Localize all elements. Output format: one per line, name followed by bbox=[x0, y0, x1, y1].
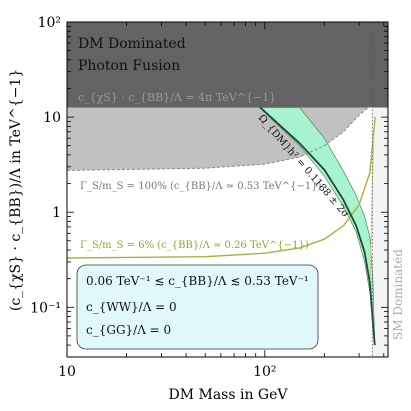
axis-ticks bbox=[66, 21, 388, 358]
y-tick-label: 10 bbox=[43, 110, 61, 126]
plot-frame bbox=[66, 21, 389, 358]
y-axis-label: (c_{χS} · c_{BB})/Λ in TeV^{−1} bbox=[8, 69, 24, 311]
x-tick-label: 10² bbox=[253, 364, 276, 380]
width-100-curve bbox=[67, 105, 371, 171]
dm-dominated-region bbox=[67, 22, 388, 108]
legend-line-3: c_{GG}/Λ = 0 bbox=[86, 323, 171, 337]
width-6-curve bbox=[67, 117, 376, 259]
y-tick-label: 10⁻¹ bbox=[30, 300, 61, 316]
relic-band bbox=[258, 107, 376, 346]
x-tick-label: 10 bbox=[58, 364, 76, 380]
dm-region-label-line2: Photon Fusion bbox=[78, 58, 180, 74]
legend-line-2: c_{WW}/Λ = 0 bbox=[86, 300, 177, 314]
x-axis-label: DM Mass in GeV bbox=[168, 387, 288, 403]
width-faint-curve bbox=[369, 138, 375, 291]
width-100-label: Γ_S/m_S = 100% (c_{BB}/Λ ≃ 0.53 TeV^{−1}… bbox=[80, 181, 322, 192]
y-tick-label: 1 bbox=[52, 205, 61, 221]
dm-region-label-line1: DM Dominated bbox=[78, 36, 186, 52]
sm-dominated-label: SM Dominated bbox=[391, 249, 405, 340]
width-6-label: Γ_S/m_S = 6% (c_{BB}/Λ ≃ 0.26 TeV^{−1}) bbox=[80, 240, 309, 251]
y-tick-label: 10² bbox=[38, 15, 61, 31]
legend-box bbox=[76, 264, 319, 350]
legend-line-1: 0.06 TeV⁻¹ ≲ c_{BB}/Λ ≲ 0.53 TeV⁻¹ bbox=[86, 274, 309, 288]
pert-band-label: c_{χS} · c_{BB}/Λ = 4π TeV^{−1} bbox=[78, 91, 276, 104]
relic-central-curve bbox=[259, 106, 376, 346]
